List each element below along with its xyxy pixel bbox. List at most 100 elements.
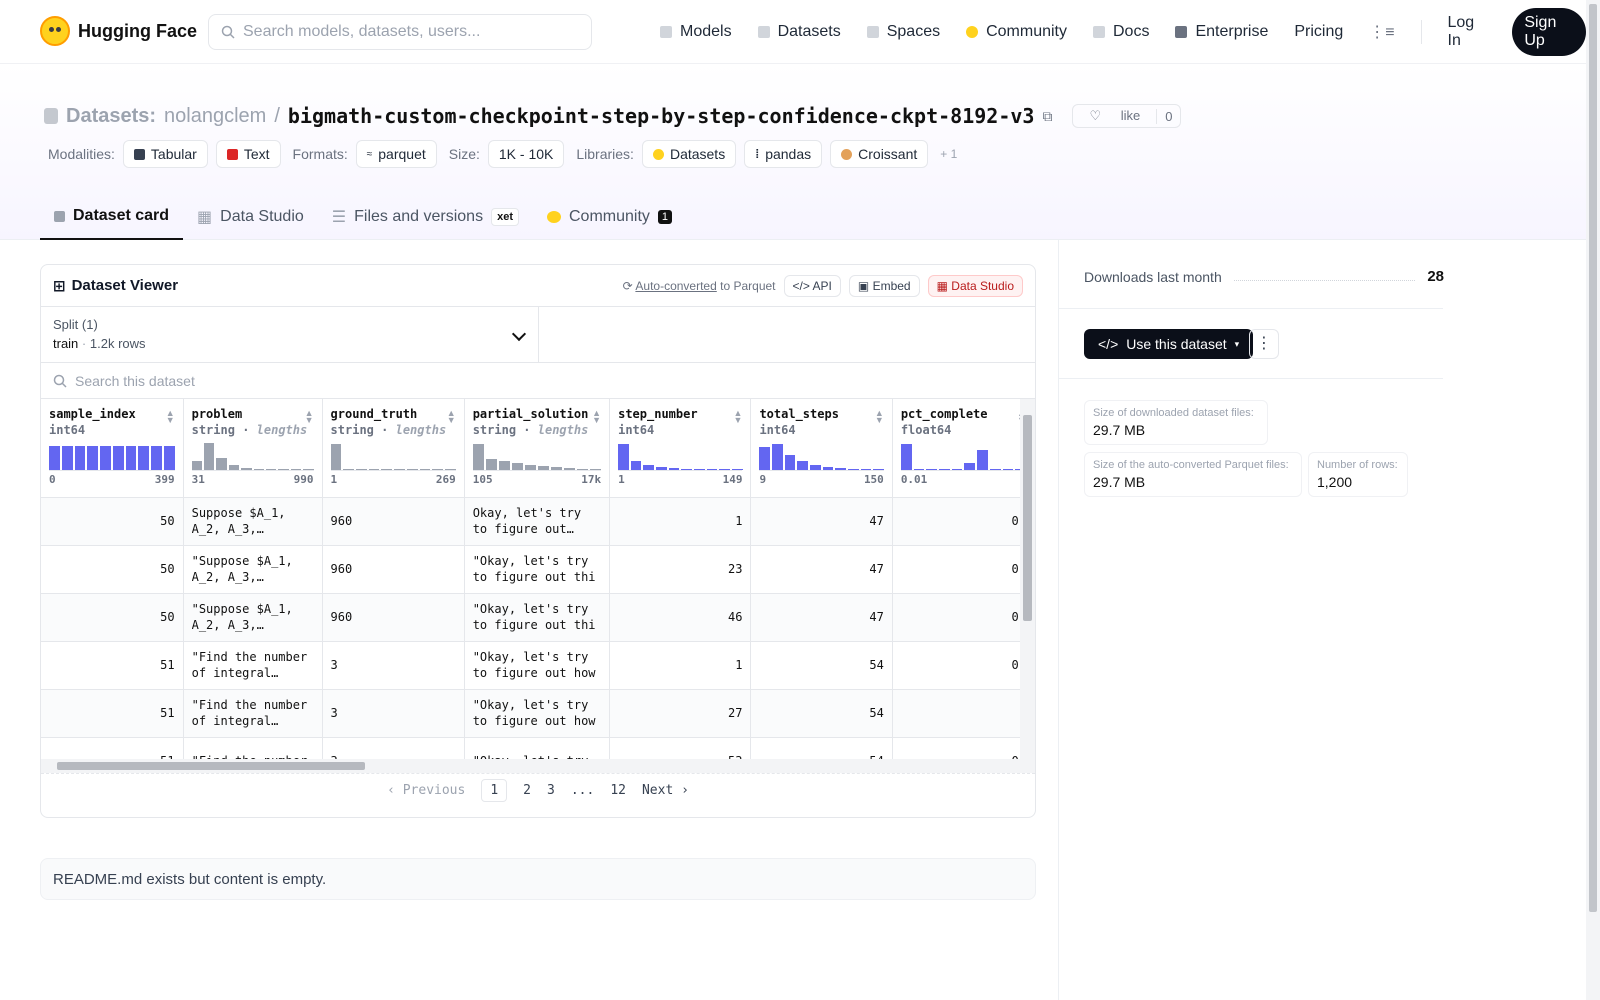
table-cell[interactable]: 46 bbox=[609, 593, 752, 642]
histogram-bar[interactable] bbox=[668, 468, 680, 470]
libraries-more[interactable]: + 1 bbox=[940, 147, 958, 161]
histogram-bar[interactable] bbox=[693, 469, 705, 470]
histogram-bar[interactable] bbox=[847, 468, 859, 470]
histogram-bar[interactable] bbox=[810, 464, 821, 470]
owner-link[interactable]: nolangclem bbox=[164, 104, 267, 127]
histogram-bar[interactable] bbox=[472, 444, 484, 470]
more-options-button[interactable]: ⋮ bbox=[1249, 329, 1279, 359]
histogram-bar[interactable] bbox=[989, 469, 1001, 470]
table-cell[interactable]: "Okay, let's try to figure out thi bbox=[464, 545, 611, 594]
table-cell[interactable]: 3 bbox=[322, 641, 465, 690]
histogram-bar[interactable] bbox=[49, 445, 60, 470]
histogram-bar[interactable] bbox=[784, 455, 796, 470]
histogram-bar[interactable] bbox=[772, 444, 783, 470]
tag-croissant[interactable]: Croissant bbox=[830, 140, 929, 168]
column-header[interactable]: step_number int64 ▲ ▼ 1 149 bbox=[609, 399, 752, 498]
api-button[interactable]: </> API bbox=[783, 274, 841, 297]
histogram-bar[interactable] bbox=[419, 469, 431, 470]
histogram-bar[interactable] bbox=[100, 445, 111, 470]
table-cell[interactable]: 0. bbox=[892, 497, 1035, 546]
table-cell[interactable]: Suppose $A_1, A_2, A_3, \ldots, bbox=[183, 497, 323, 546]
histogram-bar[interactable] bbox=[112, 445, 124, 470]
histogram-bar[interactable] bbox=[216, 457, 227, 470]
histogram-bar[interactable] bbox=[445, 469, 456, 470]
table-cell[interactable]: 1 bbox=[609, 497, 752, 546]
histogram-bar[interactable] bbox=[797, 460, 809, 470]
histogram-bar[interactable] bbox=[550, 467, 563, 470]
table-cell[interactable]: 50 bbox=[41, 497, 184, 546]
histogram-bar[interactable] bbox=[381, 469, 393, 470]
table-row[interactable]: 51 "Find the number of integral terms 3 "Ok… bbox=[41, 689, 1035, 738]
table-cell[interactable]: 960 bbox=[322, 593, 465, 642]
table-row[interactable]: 50 "Suppose $A_1, A_2, A_3, \\ldots 960 "Ok… bbox=[41, 593, 1035, 642]
histogram-bar[interactable] bbox=[926, 469, 937, 470]
histogram-bar[interactable] bbox=[163, 445, 175, 470]
histogram-bar[interactable] bbox=[204, 443, 215, 470]
table-cell[interactable]: 47 bbox=[750, 545, 893, 594]
histogram-bar[interactable] bbox=[511, 463, 523, 470]
tag-tabular[interactable]: Tabular bbox=[122, 140, 208, 168]
histogram-bar[interactable] bbox=[498, 460, 510, 470]
tab-dataset-card[interactable]: Dataset card bbox=[40, 194, 184, 240]
histogram-bar[interactable] bbox=[151, 445, 162, 470]
table-cell[interactable]: 27 bbox=[609, 689, 752, 738]
histogram-bar[interactable] bbox=[938, 469, 950, 470]
histogram-bar[interactable] bbox=[485, 459, 497, 470]
embed-button[interactable]: ▣ Embed bbox=[848, 274, 920, 297]
histogram-bar[interactable] bbox=[191, 460, 202, 470]
histogram-bar[interactable] bbox=[964, 463, 976, 470]
histogram-bar[interactable] bbox=[913, 468, 925, 470]
sort-icon[interactable]: ▲▼ bbox=[733, 408, 743, 425]
table-row[interactable]: 51 "Find the number of integral terms 3 "Ok… bbox=[41, 641, 1035, 690]
table-cell[interactable]: 0. bbox=[892, 593, 1035, 642]
histogram-bar[interactable] bbox=[835, 467, 846, 470]
nav-enterprise[interactable]: Enterprise bbox=[1175, 23, 1268, 41]
histogram-bar[interactable] bbox=[681, 468, 692, 470]
table-cell[interactable]: 1 bbox=[609, 641, 752, 690]
histogram-bar[interactable] bbox=[394, 469, 405, 470]
table-cell[interactable]: "Find the number of integral terms bbox=[183, 689, 323, 738]
page-12-button[interactable]: 12 bbox=[610, 783, 626, 798]
home-logo-link[interactable]: Hugging Face bbox=[40, 16, 197, 46]
page-scrollbar[interactable] bbox=[1586, 0, 1600, 1000]
histogram-bar[interactable] bbox=[951, 469, 963, 470]
page-scroll-thumb[interactable] bbox=[1589, 4, 1597, 912]
login-link[interactable]: Log In bbox=[1448, 14, 1487, 50]
histogram-bar[interactable] bbox=[706, 469, 718, 470]
table-cell[interactable]: 54 bbox=[750, 641, 893, 690]
histogram-bar[interactable] bbox=[577, 468, 589, 470]
histogram-bar[interactable] bbox=[900, 444, 912, 470]
histogram-bar[interactable] bbox=[406, 469, 418, 470]
column-header[interactable]: problem string · lengths ▲ ▼ 31 990 bbox=[183, 399, 323, 498]
like-button[interactable]: ♡ like 0 bbox=[1072, 104, 1182, 128]
histogram-bar[interactable] bbox=[355, 469, 367, 470]
histogram-bar[interactable] bbox=[873, 469, 884, 470]
copy-icon[interactable]: ⧉ bbox=[1042, 107, 1053, 124]
histogram-bar[interactable] bbox=[719, 469, 730, 470]
table-cell[interactable]: 51 bbox=[41, 641, 184, 690]
tab-files-and-versions[interactable]: ☰ Files and versions xet bbox=[318, 194, 533, 240]
previous-page-button[interactable]: ‹ Previous bbox=[387, 783, 466, 798]
sort-icon[interactable]: ▲▼ bbox=[874, 408, 884, 425]
histogram-bar[interactable] bbox=[564, 467, 576, 470]
vertical-scrollbar[interactable] bbox=[1020, 399, 1035, 773]
histogram-bar[interactable] bbox=[590, 469, 602, 470]
histogram-bar[interactable] bbox=[822, 466, 834, 470]
nav-datasets[interactable]: Datasets bbox=[757, 23, 841, 41]
table-cell[interactable]: "Okay, let's try to figure out thi bbox=[464, 593, 611, 642]
next-page-button[interactable]: Next › bbox=[641, 783, 689, 798]
histogram-bar[interactable] bbox=[656, 466, 667, 470]
section-label[interactable]: Datasets: bbox=[66, 104, 157, 127]
table-cell[interactable]: 50 bbox=[41, 593, 184, 642]
sort-icon[interactable]: ▲▼ bbox=[304, 408, 314, 425]
dataset-name[interactable]: bigmath-custom-checkpoint-step-by-step-c… bbox=[287, 104, 1035, 128]
page-2-button[interactable]: 2 bbox=[523, 783, 531, 798]
global-search-input[interactable]: Search models, datasets, users... bbox=[208, 14, 592, 50]
table-cell[interactable]: "Okay, let's try to figure out how bbox=[464, 689, 611, 738]
nav-models[interactable]: Models bbox=[660, 23, 732, 41]
tag-text[interactable]: Text bbox=[215, 140, 281, 168]
histogram-bar[interactable] bbox=[524, 464, 536, 470]
sort-icon[interactable]: ▲▼ bbox=[446, 408, 456, 425]
table-row[interactable]: 50 "Suppose $A_1, A_2, A_3, \\ldots 960 "Ok… bbox=[41, 545, 1035, 594]
